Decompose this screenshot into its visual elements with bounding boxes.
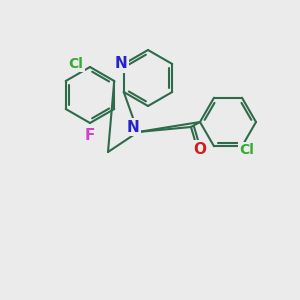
Text: Cl: Cl — [240, 143, 254, 157]
Text: O: O — [194, 142, 206, 157]
Text: Cl: Cl — [69, 57, 83, 71]
Text: N: N — [127, 119, 140, 134]
Text: F: F — [85, 128, 95, 142]
Text: N: N — [114, 56, 127, 71]
